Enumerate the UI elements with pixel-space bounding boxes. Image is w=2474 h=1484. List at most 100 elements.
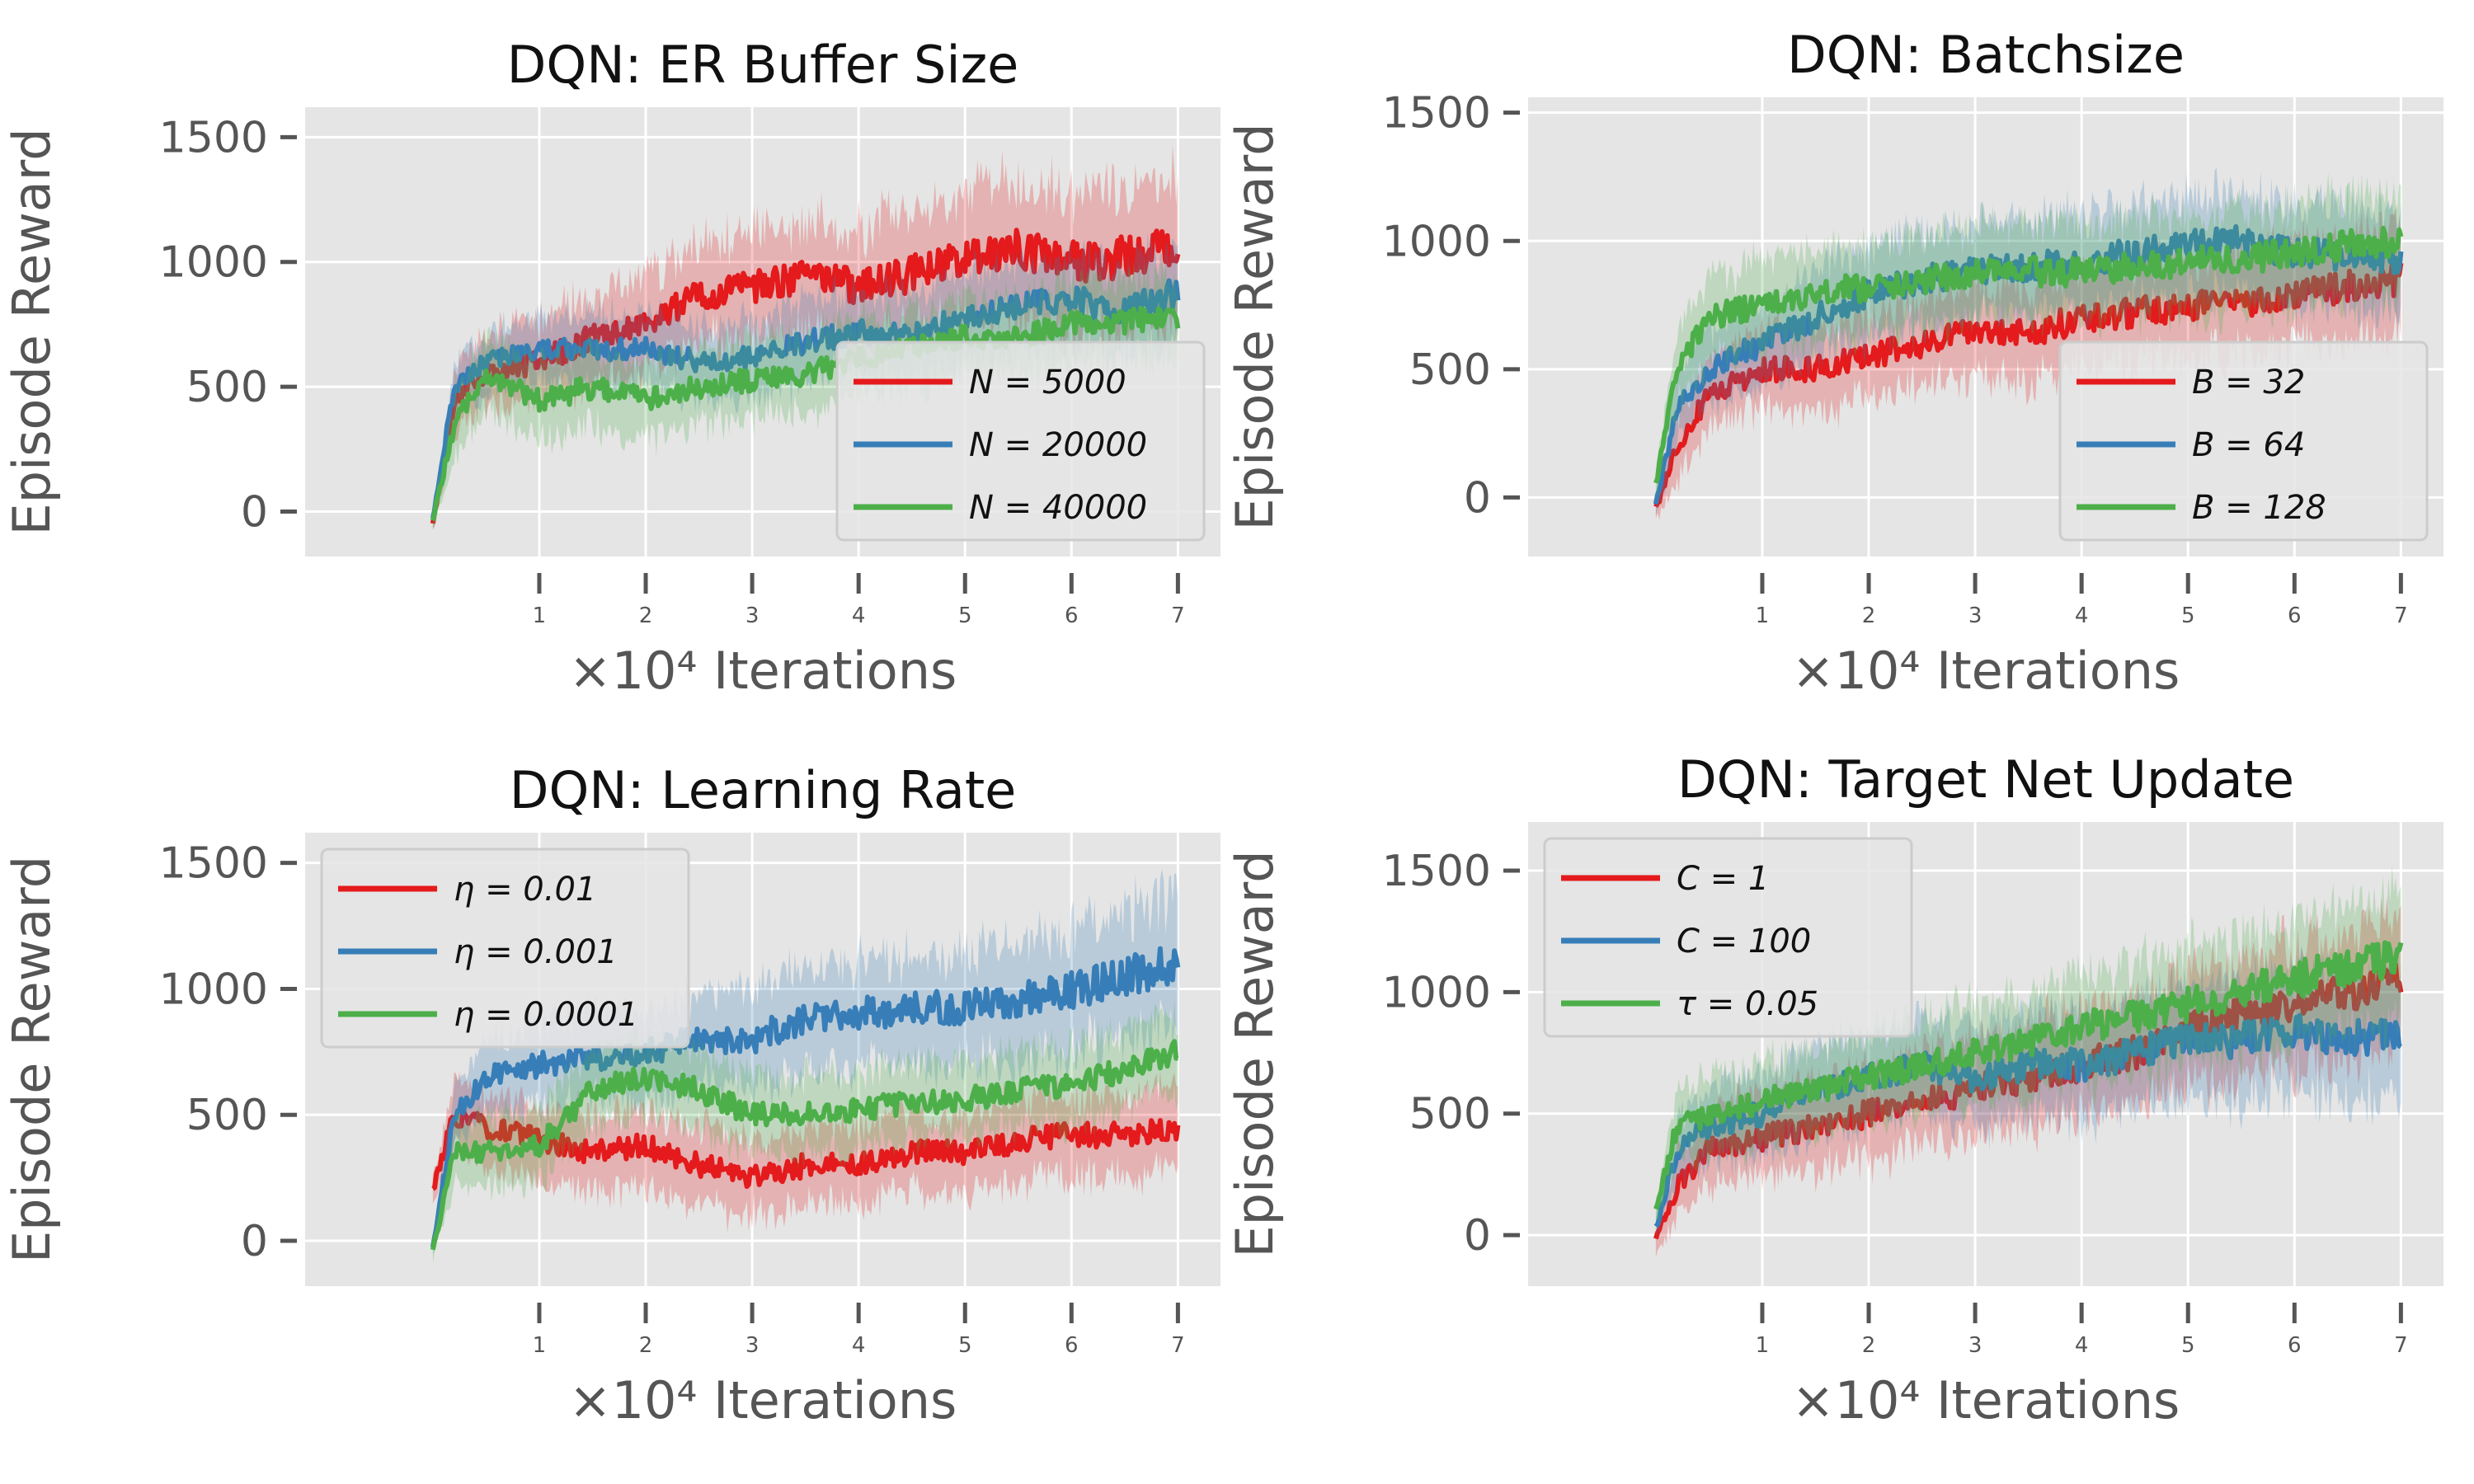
panel-2: 0 500 1000 1500 1 2 3 4 5 6 7 DQN: Batchsize ×10⁴ It… xyxy=(1225,25,2443,701)
series-band-2 xyxy=(1655,944,2401,1242)
series-line-3 xyxy=(1653,940,2404,1210)
legend-label: η = 0.001 xyxy=(454,933,618,971)
y-tick-label: 500 xyxy=(186,363,268,412)
x-tick-label: 5 xyxy=(2181,1333,2195,1358)
series-line-2 xyxy=(1653,1012,2402,1228)
y-tick-label: 500 xyxy=(1409,345,1491,395)
series-group xyxy=(1653,167,2404,520)
x-tick-label: 1 xyxy=(1756,1333,1770,1358)
panel-title: DQN: Learning Rate xyxy=(510,760,1017,820)
x-tick-label: 1 xyxy=(533,1333,547,1358)
x-tick-label: 3 xyxy=(1968,603,1982,628)
x-tick-label: 1 xyxy=(1756,603,1770,628)
series-group xyxy=(1653,866,2404,1257)
legend-box xyxy=(320,848,690,1049)
y-tick-label: 500 xyxy=(186,1091,268,1140)
legend-label: η = 0.01 xyxy=(454,871,596,909)
panel-title: DQN: ER Buffer Size xyxy=(507,35,1019,95)
series-group xyxy=(430,869,1181,1264)
x-tick-label: 4 xyxy=(2075,1333,2089,1358)
x-tick-label: 4 xyxy=(852,603,866,628)
y-axis-label: Episode Reward xyxy=(1225,123,1285,530)
x-tick-label: 2 xyxy=(1862,1333,1876,1358)
x-tick-label: 2 xyxy=(639,603,653,628)
legend: η = 0.01 η = 0.001 η = 0.0001 xyxy=(320,848,690,1049)
legend-label: τ = 0.05 xyxy=(1677,985,1818,1023)
x-axis-label: ×10⁴ Iterations xyxy=(569,1370,957,1430)
x-tick-label: 2 xyxy=(639,1333,653,1358)
series-line-3 xyxy=(430,1039,1179,1251)
y-tick-label: 1500 xyxy=(159,113,268,162)
series-group xyxy=(430,144,1181,530)
y-axis-label: Episode Reward xyxy=(2,856,62,1263)
y-tick-label: 500 xyxy=(1409,1090,1491,1139)
x-tick-label: 7 xyxy=(2394,603,2408,628)
x-tick-label: 3 xyxy=(1968,1333,1982,1358)
legend: C = 1 C = 100 τ = 0.05 xyxy=(1543,837,1913,1038)
legend-label: N = 5000 xyxy=(969,364,1126,402)
series-band-3 xyxy=(432,999,1178,1264)
x-tick-label: 6 xyxy=(2288,603,2302,628)
legend: B = 32 B = 64 B = 128 xyxy=(2058,340,2429,542)
legend-box xyxy=(835,340,1206,542)
legend-label: N = 20000 xyxy=(969,426,1147,464)
y-tick-label: 0 xyxy=(1464,1211,1491,1261)
y-tick-label: 1500 xyxy=(159,839,268,889)
legend-box xyxy=(1543,837,1913,1038)
legend: N = 5000 N = 20000 N = 40000 xyxy=(835,340,1206,542)
y-tick-label: 1000 xyxy=(1382,968,1491,1017)
x-tick-label: 6 xyxy=(1065,603,1079,628)
x-tick-label: 7 xyxy=(1171,603,1185,628)
legend-box xyxy=(2058,340,2429,542)
x-tick-label: 5 xyxy=(2181,603,2195,628)
legend-label: C = 100 xyxy=(1677,923,1811,960)
series-line-2 xyxy=(430,946,1181,1248)
y-axis-label: Episode Reward xyxy=(1225,850,1285,1257)
x-axis-label: ×10⁴ Iterations xyxy=(569,641,957,701)
x-tick-label: 7 xyxy=(2394,1333,2408,1358)
series-band-2 xyxy=(432,869,1178,1255)
x-tick-label: 5 xyxy=(958,1333,972,1358)
panel-title: DQN: Batchsize xyxy=(1787,25,2185,85)
y-tick-label: 1500 xyxy=(1382,847,1491,896)
series-line-1 xyxy=(431,1106,1181,1191)
x-tick-label: 2 xyxy=(1862,603,1876,628)
y-tick-label: 0 xyxy=(241,1217,268,1266)
legend-label: η = 0.0001 xyxy=(454,996,638,1034)
legend-label: C = 1 xyxy=(1677,860,1769,898)
legend-label: N = 40000 xyxy=(969,489,1147,527)
x-tick-label: 3 xyxy=(745,1333,760,1358)
series-band-1 xyxy=(1655,208,2401,520)
x-tick-label: 4 xyxy=(2075,603,2089,628)
y-tick-label: 0 xyxy=(241,488,268,538)
x-axis-label: ×10⁴ Iterations xyxy=(1792,641,2180,701)
x-tick-label: 1 xyxy=(533,603,547,628)
y-tick-label: 1000 xyxy=(159,965,268,1014)
x-tick-label: 4 xyxy=(852,1333,866,1358)
panel-4: 0 500 1000 1500 1 2 3 4 5 6 7 DQN: Target Net Updat… xyxy=(1225,749,2443,1430)
y-tick-label: 1500 xyxy=(1382,89,1491,139)
x-tick-label: 5 xyxy=(958,603,972,628)
y-axis-label: Episode Reward xyxy=(2,128,62,535)
legend-label: B = 128 xyxy=(2192,489,2326,527)
legend-label: B = 32 xyxy=(2192,364,2305,402)
x-tick-label: 3 xyxy=(745,603,760,628)
panel-3: 0 500 1000 1500 1 2 3 4 5 6 7 DQN: Learning Rate ×10… xyxy=(2,760,1221,1430)
y-tick-label: 0 xyxy=(1464,473,1491,523)
series-band-3 xyxy=(432,259,1178,530)
x-axis-label: ×10⁴ Iterations xyxy=(1792,1370,2180,1430)
series-band-1 xyxy=(432,1070,1178,1233)
y-tick-label: 1000 xyxy=(1382,217,1491,266)
series-line-2 xyxy=(430,278,1181,519)
series-line-3 xyxy=(430,305,1181,522)
series-line-3 xyxy=(1653,225,2404,484)
x-tick-label: 7 xyxy=(1171,1333,1185,1358)
panel-1: 0 500 1000 1500 1 2 3 4 5 6 7 DQN: ER Buffer Size ×1… xyxy=(2,35,1221,701)
x-tick-label: 6 xyxy=(1065,1333,1079,1358)
series-line-1 xyxy=(1653,261,2404,508)
x-tick-label: 6 xyxy=(2288,1333,2302,1358)
legend-label: B = 64 xyxy=(2192,426,2305,464)
y-tick-label: 1000 xyxy=(159,238,268,288)
panel-title: DQN: Target Net Update xyxy=(1677,749,2294,810)
